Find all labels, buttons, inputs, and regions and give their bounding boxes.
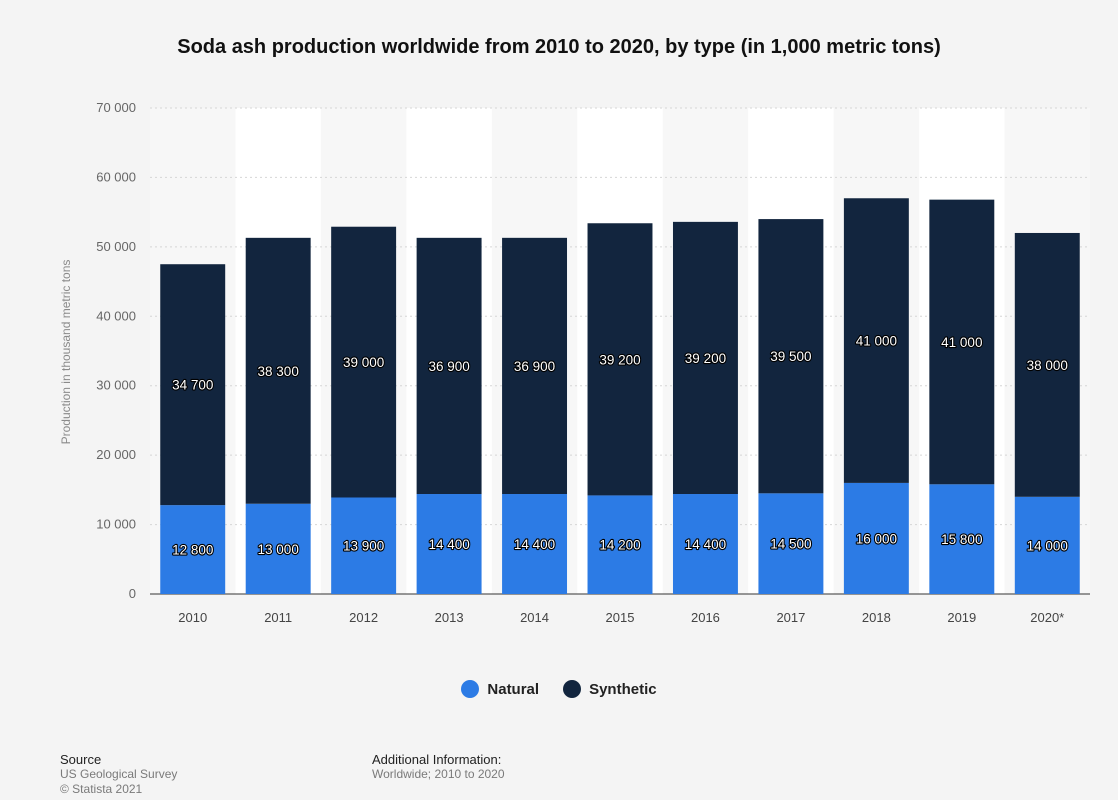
bar-synthetic[interactable] xyxy=(587,223,653,496)
bar-synthetic[interactable] xyxy=(843,198,909,483)
bar-natural[interactable] xyxy=(843,482,909,594)
data-label-natural: 13 900 xyxy=(343,539,384,554)
bar-natural[interactable] xyxy=(245,503,311,594)
source-heading: Source xyxy=(60,752,102,767)
bar-synthetic[interactable] xyxy=(502,237,568,495)
x-tick-label: 2011 xyxy=(264,610,292,625)
data-label-natural: 14 000 xyxy=(1027,538,1068,553)
bars xyxy=(160,198,1080,594)
source-block: Source US Geological Survey © Statista 2… xyxy=(60,752,177,797)
x-tick-label: 2017 xyxy=(776,610,805,625)
copyright: © Statista 2021 xyxy=(60,782,143,796)
bar-chart: 0 10 000 20 000 30 000 40 000 50 000 60 000 70 … xyxy=(59,100,1090,625)
legend: Natural Synthetic xyxy=(0,680,1118,698)
data-label-synthetic: 38 300 xyxy=(258,364,299,379)
data-label-natural: 14 400 xyxy=(685,537,726,552)
source-name[interactable]: US Geological Survey xyxy=(60,767,178,781)
data-label-synthetic: 39 000 xyxy=(343,355,384,370)
bar-synthetic[interactable] xyxy=(416,237,482,495)
data-label-natural: 16 000 xyxy=(856,531,897,546)
additional-info-text: Worldwide; 2010 to 2020 xyxy=(372,767,505,781)
y-tick-label: 60 000 xyxy=(96,169,136,184)
x-tick-label: 2014 xyxy=(520,610,549,625)
legend-item-natural[interactable]: Natural xyxy=(461,680,539,698)
x-tick-label: 2019 xyxy=(947,610,976,625)
legend-item-synthetic[interactable]: Synthetic xyxy=(563,680,657,698)
bar-natural[interactable] xyxy=(416,494,482,594)
bar-natural[interactable] xyxy=(160,505,226,594)
data-label-synthetic: 39 500 xyxy=(770,349,811,364)
data-label-synthetic: 39 200 xyxy=(599,352,640,367)
data-label-natural: 13 000 xyxy=(258,542,299,557)
data-label-natural: 14 200 xyxy=(599,538,640,553)
y-tick-label: 20 000 xyxy=(96,447,136,462)
y-tick-label: 70 000 xyxy=(96,100,136,115)
y-tick-label: 10 000 xyxy=(96,517,136,532)
x-tick-label: 2013 xyxy=(435,610,464,625)
bar-natural[interactable] xyxy=(929,484,995,594)
bar-natural[interactable] xyxy=(758,493,824,594)
bar-synthetic[interactable] xyxy=(758,219,824,494)
bar-natural[interactable] xyxy=(1014,496,1080,594)
bar-synthetic[interactable] xyxy=(160,264,226,506)
data-label-natural: 14 400 xyxy=(428,537,469,552)
data-label-natural: 12 800 xyxy=(172,543,213,558)
x-tick-label: 2010 xyxy=(178,610,207,625)
legend-label-natural: Natural xyxy=(487,680,540,698)
x-tick-label: 2018 xyxy=(862,610,891,625)
x-tick-label: 2012 xyxy=(349,610,378,625)
bar-natural[interactable] xyxy=(672,494,738,594)
data-label-synthetic: 38 000 xyxy=(1027,358,1068,373)
data-label-synthetic: 39 200 xyxy=(685,351,726,366)
chart-title: Soda ash production worldwide from 2010 … xyxy=(177,36,941,58)
x-axis-ticks: 2010 2011 2012 2013 2014 2015 2016 2017 2018 2019… xyxy=(178,610,1064,625)
bar-synthetic[interactable] xyxy=(672,221,738,495)
legend-swatch-natural xyxy=(461,680,480,698)
y-axis-label: Production in thousand metric tons xyxy=(59,260,73,445)
data-label-synthetic: 41 000 xyxy=(856,334,897,349)
bar-synthetic[interactable] xyxy=(331,226,397,498)
bar-synthetic[interactable] xyxy=(929,199,995,485)
bar-natural[interactable] xyxy=(502,494,568,594)
bar-synthetic[interactable] xyxy=(245,237,311,504)
data-labels: 12 800 34 700 13 000 38 300 13 900 39 000 14 4… xyxy=(171,332,1069,558)
legend-label-synthetic: Synthetic xyxy=(589,680,657,698)
data-label-natural: 14 400 xyxy=(514,537,555,552)
x-tick-label: 2016 xyxy=(691,610,720,625)
data-label-synthetic: 36 900 xyxy=(514,359,555,374)
y-axis-ticks: 0 10 000 20 000 30 000 40 000 50 000 60 000 70 … xyxy=(96,100,136,601)
data-label-synthetic: 41 000 xyxy=(941,335,982,350)
y-tick-label: 50 000 xyxy=(96,239,136,254)
y-tick-label: 30 000 xyxy=(96,378,136,393)
legend-swatch-synthetic xyxy=(563,680,582,698)
data-label-synthetic: 36 900 xyxy=(428,359,469,374)
y-tick-label: 40 000 xyxy=(96,308,136,323)
y-tick-label: 0 xyxy=(129,586,136,601)
data-label-natural: 15 800 xyxy=(941,532,982,547)
additional-info-block: Additional Information: Worldwide; 2010 … xyxy=(372,752,505,782)
data-label-natural: 14 500 xyxy=(770,537,811,552)
bar-natural[interactable] xyxy=(331,497,397,594)
x-tick-label: 2015 xyxy=(606,610,635,625)
additional-info-heading: Additional Information: xyxy=(372,752,502,767)
data-label-synthetic: 34 700 xyxy=(172,378,213,393)
bar-natural[interactable] xyxy=(587,495,653,594)
bar-synthetic[interactable] xyxy=(1014,232,1080,497)
x-tick-label: 2020* xyxy=(1030,610,1064,625)
